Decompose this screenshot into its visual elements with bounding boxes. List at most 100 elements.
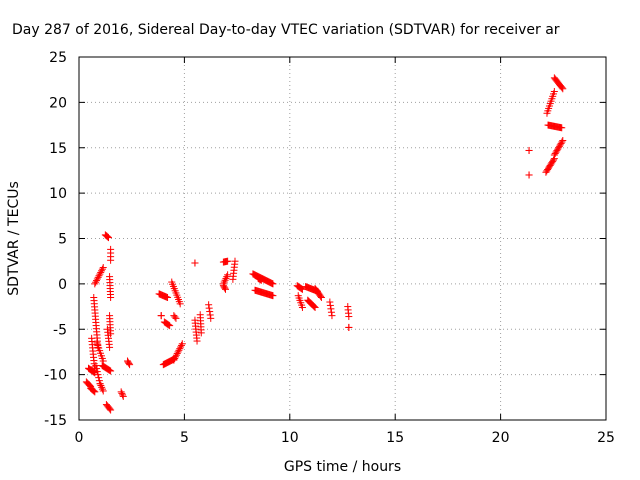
data-point bbox=[525, 171, 533, 179]
data-point bbox=[327, 308, 335, 316]
data-point bbox=[297, 284, 305, 292]
y-tick-label: 25 bbox=[49, 50, 67, 66]
data-point bbox=[173, 350, 181, 358]
x-tick-label: 0 bbox=[75, 430, 84, 446]
data-point bbox=[176, 300, 184, 308]
data-point bbox=[558, 84, 566, 92]
data-point bbox=[107, 406, 115, 414]
data-point bbox=[326, 301, 334, 309]
data-point bbox=[555, 142, 563, 150]
data-point bbox=[328, 312, 336, 320]
chart-title: Day 287 of 2016, Sidereal Day-to-day VTE… bbox=[12, 22, 560, 38]
x-tick-label: 20 bbox=[492, 430, 510, 446]
data-point bbox=[105, 234, 113, 242]
data-point bbox=[97, 268, 105, 276]
data-point bbox=[550, 151, 558, 159]
data-point bbox=[222, 285, 230, 293]
data-point bbox=[269, 280, 277, 288]
data-point bbox=[224, 257, 232, 265]
data-point bbox=[197, 329, 205, 337]
data-point bbox=[207, 314, 215, 322]
data-point bbox=[558, 138, 566, 146]
data-point bbox=[171, 313, 179, 321]
data-point bbox=[98, 385, 106, 393]
data-point bbox=[224, 271, 232, 279]
data-point bbox=[92, 362, 100, 370]
y-tick-label: 0 bbox=[58, 277, 67, 293]
data-point bbox=[345, 313, 353, 321]
data-point bbox=[559, 136, 567, 144]
y-axis-label: SDTVAR / TECUs bbox=[6, 181, 22, 296]
data-point bbox=[98, 383, 106, 391]
data-point bbox=[552, 148, 560, 156]
data-points bbox=[82, 74, 567, 414]
data-point bbox=[193, 337, 201, 345]
data-point bbox=[126, 361, 134, 369]
data-point bbox=[85, 381, 93, 389]
data-point bbox=[97, 382, 105, 390]
data-point bbox=[317, 292, 325, 300]
data-point bbox=[107, 293, 115, 301]
data-point bbox=[550, 87, 558, 95]
x-tick-label: 5 bbox=[180, 430, 189, 446]
data-point bbox=[177, 341, 185, 349]
data-point bbox=[94, 273, 102, 281]
data-point bbox=[311, 303, 319, 311]
y-tick-label: -10 bbox=[44, 368, 67, 384]
data-point bbox=[105, 366, 113, 374]
data-point bbox=[93, 368, 101, 376]
data-point bbox=[91, 388, 99, 396]
data-point bbox=[107, 256, 115, 264]
data-point bbox=[95, 374, 103, 382]
data-point bbox=[551, 150, 559, 158]
data-point bbox=[174, 348, 182, 356]
data-point bbox=[91, 280, 99, 288]
data-point bbox=[205, 301, 213, 309]
x-tick-label: 10 bbox=[281, 430, 299, 446]
data-point bbox=[104, 233, 112, 241]
grid bbox=[79, 57, 606, 420]
data-point bbox=[178, 340, 186, 348]
data-point bbox=[345, 323, 353, 331]
data-point bbox=[550, 156, 558, 164]
data-point bbox=[205, 304, 213, 312]
plot-frame bbox=[78, 56, 607, 421]
data-point bbox=[106, 343, 114, 351]
data-point bbox=[164, 293, 172, 301]
data-point bbox=[191, 259, 199, 267]
data-point bbox=[95, 377, 103, 385]
data-point bbox=[96, 380, 104, 388]
data-point bbox=[177, 343, 185, 351]
data-point bbox=[206, 308, 214, 316]
data-point bbox=[119, 392, 127, 400]
data-point bbox=[559, 85, 567, 93]
data-point bbox=[93, 365, 101, 373]
data-point bbox=[106, 405, 114, 413]
data-point bbox=[221, 276, 229, 284]
data-point bbox=[221, 284, 229, 292]
y-tick-label: -5 bbox=[53, 322, 67, 338]
data-point bbox=[106, 366, 114, 374]
data-point bbox=[558, 124, 566, 132]
data-point bbox=[269, 292, 277, 300]
data-point bbox=[525, 146, 533, 154]
data-point bbox=[172, 314, 180, 322]
data-point bbox=[555, 144, 563, 152]
data-point bbox=[317, 293, 325, 301]
data-point bbox=[326, 298, 334, 306]
y-tick-label: 10 bbox=[49, 186, 67, 202]
data-point bbox=[96, 270, 104, 278]
data-point bbox=[166, 322, 174, 330]
axis-ticks: 0 5 10 15 20 25 -15 -10 -5 0 5 10 15 20 25 bbox=[44, 50, 615, 446]
data-point bbox=[257, 276, 265, 284]
data-point bbox=[94, 371, 102, 379]
data-point bbox=[553, 147, 561, 155]
data-point bbox=[92, 277, 100, 285]
data-point bbox=[92, 278, 100, 286]
data-point bbox=[310, 303, 318, 311]
data-point bbox=[309, 302, 317, 310]
data-point bbox=[222, 274, 230, 282]
data-point bbox=[99, 387, 107, 395]
